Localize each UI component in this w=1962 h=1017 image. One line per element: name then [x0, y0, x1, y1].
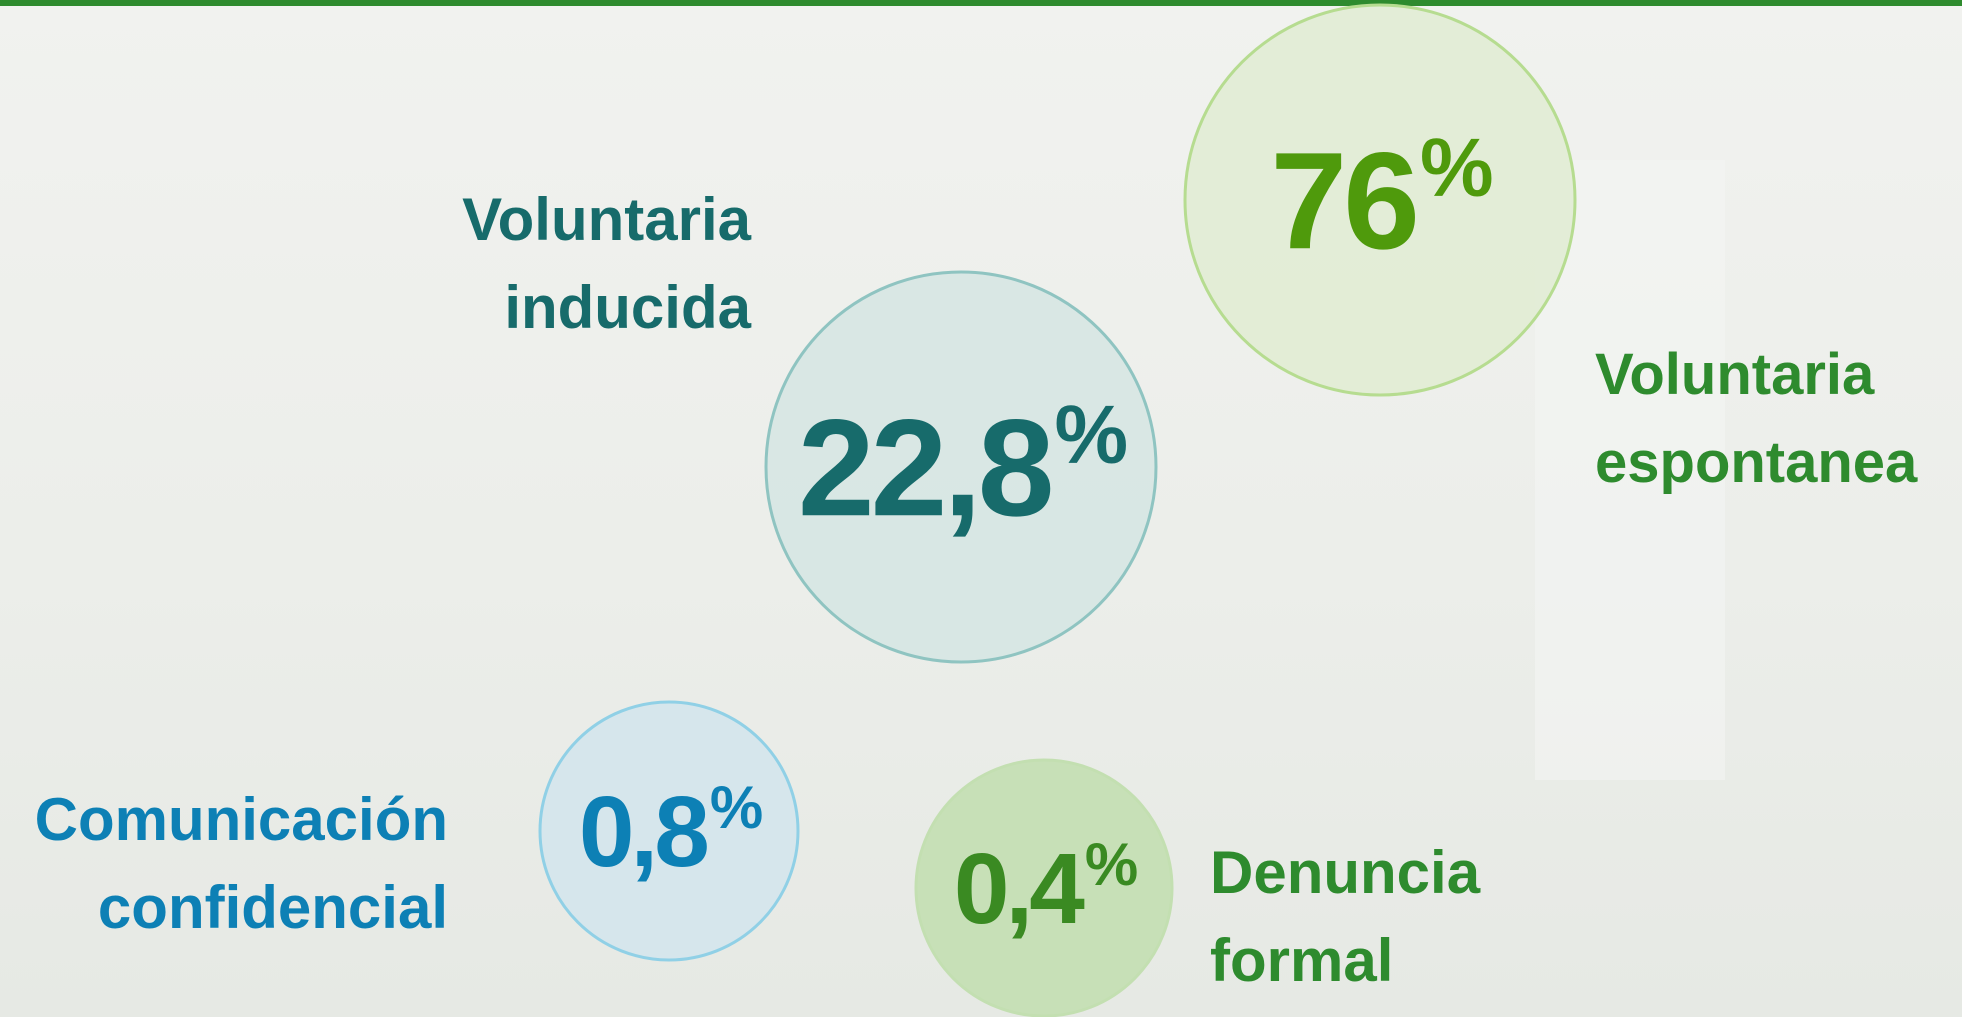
category-label: confidencial — [98, 874, 448, 941]
category-label: inducida — [504, 274, 751, 341]
category-label: formal — [1210, 927, 1393, 994]
percentage-value: 0,4 — [954, 833, 1085, 945]
top-bar — [0, 0, 1962, 6]
percentage-unit: % — [710, 774, 762, 841]
percentage-unit: % — [1420, 121, 1492, 214]
category-label: espontanea — [1595, 430, 1918, 495]
percentage-value: 0,8 — [579, 776, 707, 888]
category-label: Voluntaria — [462, 186, 752, 253]
percentage-value: 76 — [1270, 124, 1416, 278]
percentage-unit: % — [1085, 831, 1137, 898]
percentage-value: 22,8 — [798, 391, 1051, 545]
percentage-unit: % — [1054, 388, 1126, 481]
category-label: Comunicación — [35, 786, 448, 853]
category-label: Voluntaria — [1595, 342, 1875, 407]
category-label: Denuncia — [1210, 839, 1481, 906]
infographic: 76% Voluntaria espontanea 22,8% Voluntaria in… — [0, 0, 1962, 1017]
